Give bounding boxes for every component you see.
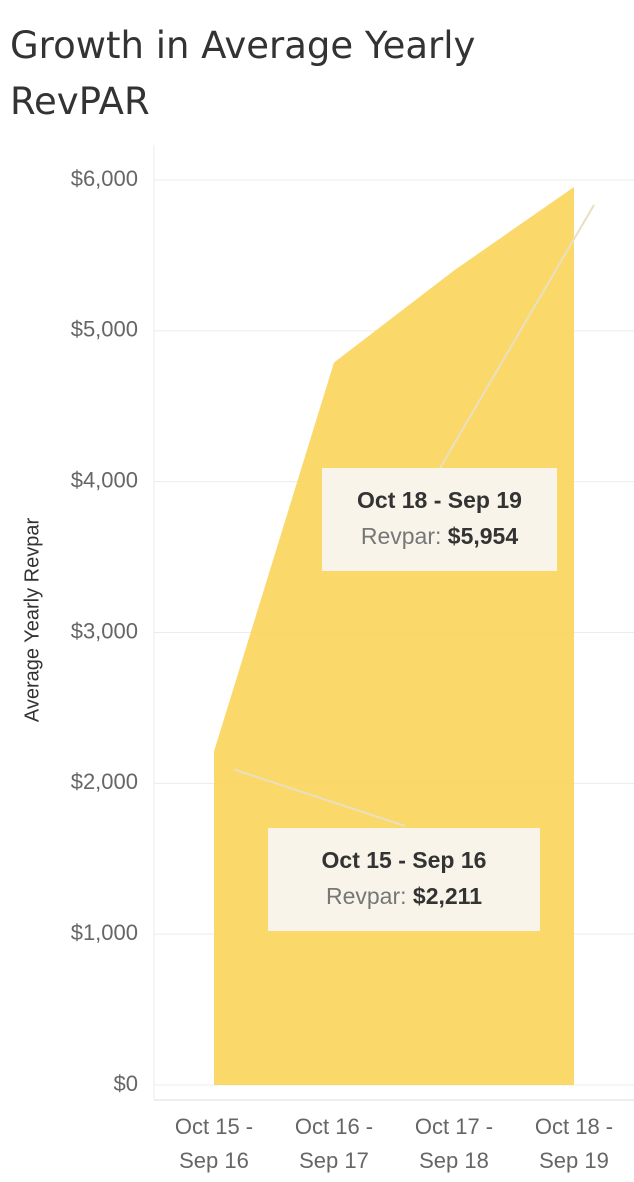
value-label: $5,954 (448, 523, 519, 549)
value-label: $2,211 (413, 883, 482, 909)
annotation-box (322, 468, 557, 571)
chart-title: Growth in Average Yearly RevPAR (10, 24, 476, 123)
area (214, 186, 574, 1085)
y-tick-label: $6,000 (71, 166, 138, 191)
y-tick-label: $5,000 (71, 317, 138, 342)
annotation-text: Revpar: $2,211 (326, 883, 482, 909)
y-tick-label: $1,000 (71, 920, 138, 945)
x-tick-label: Oct 17 - Sep 18 (414, 1114, 494, 1173)
y-tick-label: $3,000 (71, 618, 138, 643)
x-tick-label: Oct 18 - Sep 19 (534, 1114, 614, 1173)
y-axis-title: Average Yearly Revpar (21, 518, 43, 723)
leader-line (439, 204, 595, 469)
annotation-title: Oct 18 - Sep 19 (357, 487, 522, 513)
y-tick-label: $2,000 (71, 769, 138, 794)
annotation-label: Revpar: (361, 523, 442, 549)
x-tick-label: Oct 15 - Sep 16 (174, 1114, 254, 1173)
annotation-title: Oct 15 - Sep 16 (322, 847, 487, 873)
x-tick-label: Oct 16 - Sep 17 (294, 1114, 374, 1173)
annotation-label: Revpar: (326, 883, 407, 909)
y-tick-label: $4,000 (71, 467, 138, 492)
y-tick-label: $0 (114, 1071, 138, 1096)
leader-line (233, 768, 406, 827)
annotation-text: Revpar: $5,954 (361, 523, 518, 549)
annotation-box (268, 828, 540, 931)
